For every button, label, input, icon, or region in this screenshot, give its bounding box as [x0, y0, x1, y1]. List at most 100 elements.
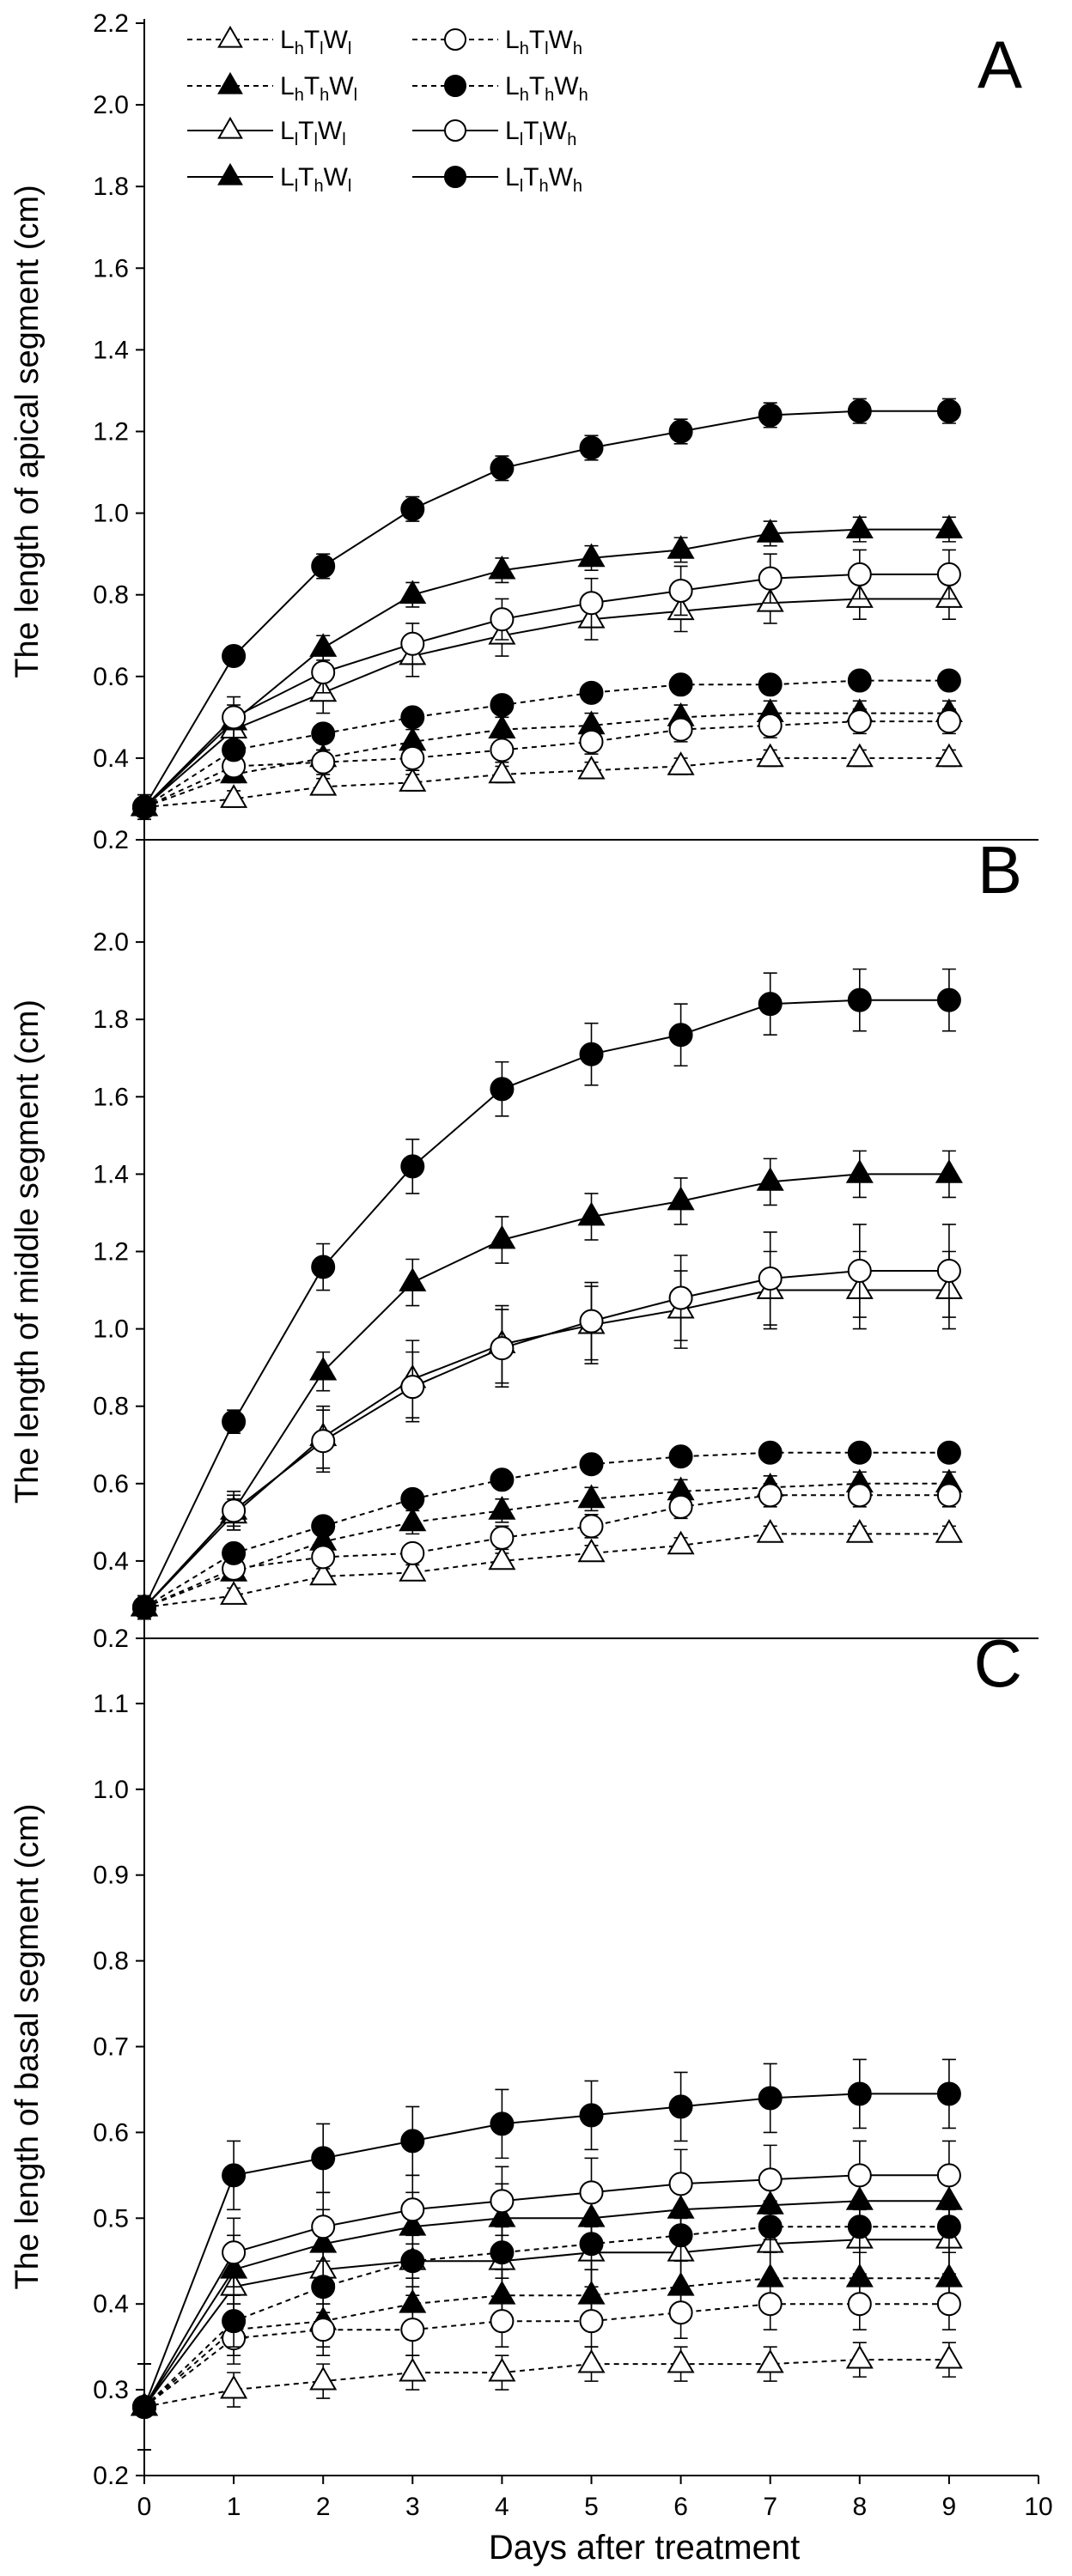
data-point — [756, 1167, 784, 1191]
data-point — [490, 1467, 515, 1492]
data-point — [847, 2215, 872, 2239]
data-point — [399, 768, 427, 792]
series-line — [143, 1482, 949, 1608]
x-tick-label: 2 — [316, 2493, 331, 2521]
panel-A: 0.2 0.4 0.6 0.8 1.0 1.2 1.4 1.6 1.8 2.0 2.2 The len… — [9, 9, 1022, 854]
series-line — [143, 1270, 949, 1608]
x-tick-label: 1 — [227, 2493, 241, 2521]
data-point — [935, 514, 963, 539]
series-line — [143, 2277, 949, 2408]
data-point — [400, 2129, 425, 2154]
x-tick-label: 0 — [137, 2493, 152, 2521]
series-line — [143, 2303, 949, 2408]
legend-marker — [217, 71, 243, 94]
y-tick-label: 0.6 — [93, 2118, 129, 2147]
series-LhThWh — [132, 1440, 961, 1619]
legend-marker — [217, 25, 243, 48]
series-LhThWh — [132, 668, 961, 819]
y-tick-label: 1.6 — [93, 254, 129, 283]
data-point — [490, 2111, 515, 2136]
series-LlTlWl — [130, 1250, 963, 1620]
data-point — [845, 1519, 874, 1543]
data-point — [758, 566, 783, 591]
data-point — [311, 2318, 336, 2342]
data-point — [667, 2348, 695, 2373]
data-point — [400, 745, 425, 770]
data-point — [579, 2180, 604, 2205]
legend-label: LlTlWl — [280, 117, 346, 149]
data-point — [579, 1309, 604, 1334]
data-point — [845, 514, 874, 539]
series-line — [143, 679, 949, 808]
data-point — [668, 2172, 693, 2196]
y-tick-label: 1.0 — [93, 1776, 129, 1804]
data-point — [935, 1159, 963, 1183]
y-tick-label: 1.8 — [93, 1005, 129, 1034]
series-line — [143, 573, 949, 808]
legend-item: LhThWl — [187, 71, 357, 105]
data-point — [758, 992, 783, 1017]
series-LlThWl — [130, 2166, 963, 2451]
data-point — [758, 2167, 783, 2192]
y-axis-label: The length of apical segment (cm) — [9, 185, 46, 678]
data-point — [847, 562, 872, 586]
data-point — [488, 714, 516, 739]
data-point — [847, 2292, 872, 2317]
series-LlTlWh — [132, 1224, 961, 1620]
data-point — [936, 1483, 961, 1508]
data-point — [845, 1159, 874, 1183]
legend-label: LhThWl — [280, 72, 357, 105]
series-line — [143, 410, 949, 808]
data-point — [311, 2215, 336, 2239]
data-point — [579, 435, 604, 460]
panel-C: 0.2 0.3 0.4 0.5 0.6 0.7 0.8 0.9 1.0 1.1 The length… — [9, 1625, 1022, 2490]
data-point — [222, 2309, 247, 2334]
data-point — [488, 2357, 516, 2382]
data-point — [936, 2081, 961, 2106]
data-point — [668, 1494, 693, 1519]
series-line — [143, 1494, 949, 1608]
data-point — [490, 456, 515, 481]
series-LhThWh — [132, 2200, 961, 2451]
data-point — [222, 1409, 247, 1434]
data-point — [490, 693, 515, 718]
data-point — [399, 2357, 427, 2382]
legend-label: LlThWh — [505, 163, 582, 196]
legend-marker — [444, 119, 466, 142]
data-point — [220, 2374, 248, 2399]
series-line — [143, 999, 949, 1608]
data-point — [399, 580, 427, 605]
data-point — [577, 1201, 606, 1226]
series-LhTlWl — [130, 1519, 963, 1617]
data-point — [311, 721, 336, 746]
data-point — [667, 1186, 695, 1211]
series-LhTlWh — [132, 2277, 961, 2451]
x-tick-label: 8 — [852, 2493, 867, 2521]
series-line — [143, 712, 949, 808]
data-point — [579, 1452, 604, 1477]
data-point — [845, 743, 874, 768]
y-tick-label: 1.4 — [93, 1160, 129, 1188]
y-tick-label: 0.3 — [93, 2376, 129, 2404]
data-point — [847, 987, 872, 1012]
data-point — [400, 705, 425, 730]
data-point — [490, 607, 515, 632]
data-point — [935, 2344, 963, 2369]
series-line — [143, 2226, 949, 2408]
series-LhTlWl — [130, 743, 963, 817]
data-point — [400, 1540, 425, 1565]
data-point — [579, 729, 604, 754]
legend-label: LhTlWl — [280, 26, 351, 58]
series-LlThWl — [130, 1150, 963, 1620]
data-point — [490, 2189, 515, 2214]
data-point — [936, 2163, 961, 2188]
data-point — [400, 631, 425, 656]
series-line — [143, 2093, 949, 2408]
legend-item: LlThWl — [187, 162, 351, 196]
data-point — [400, 496, 425, 521]
data-point — [936, 562, 961, 586]
y-tick-label: 1.2 — [93, 1238, 129, 1267]
data-point — [132, 1595, 156, 1619]
data-point — [758, 2215, 783, 2239]
legend-label: LlThWl — [280, 163, 351, 196]
